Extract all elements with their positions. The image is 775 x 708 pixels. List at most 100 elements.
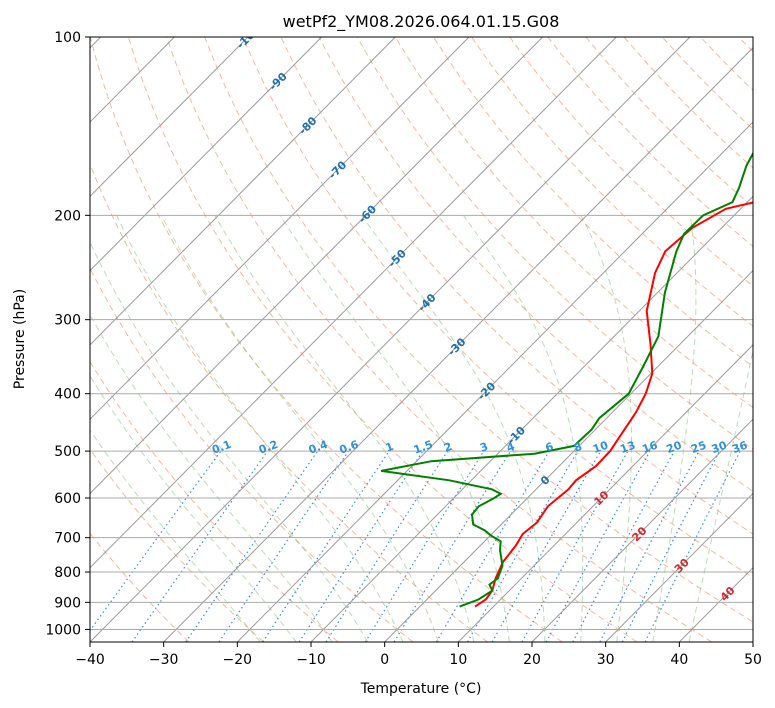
mixing-ratio-line: [572, 450, 675, 642]
mixing-ratio-line: [435, 450, 550, 642]
mixing-ratio-label: 16: [640, 438, 659, 456]
background-lines: [90, 37, 753, 642]
skewed-isotherm: [236, 121, 753, 642]
moist-adiabat: [90, 313, 333, 642]
y-axis-label: Pressure (hPa): [12, 289, 28, 389]
mixing-ratio-label: 1.5: [412, 438, 435, 457]
dry-adiabat: [318, 37, 753, 492]
plot-frame: [89, 36, 754, 643]
mixing-ratio-label: 30: [710, 438, 729, 456]
moist-adiabat: [160, 215, 439, 642]
mixing-ratio-label: 10: [591, 438, 610, 456]
x-tick-label: 40: [670, 652, 688, 668]
dry-adiabat: [432, 37, 753, 368]
moist-adiabat: [214, 215, 475, 642]
mixing-ratio-line: [364, 450, 485, 642]
x-tick-label: −30: [149, 652, 179, 668]
moist-adiabat: [90, 374, 297, 642]
mixing-ratio-label: 0.4: [307, 438, 330, 457]
dry-adiabat: [394, 37, 753, 409]
y-tick-label: 800: [54, 565, 81, 581]
plot-background: [90, 37, 753, 642]
skewed-isotherm: [310, 195, 753, 642]
y-tick-label: 100: [54, 30, 81, 46]
mixing-ratio-line: [298, 450, 424, 642]
x-tick-label: 50: [744, 652, 762, 668]
y-tick-label: 900: [54, 595, 81, 611]
skewed-isotherm: [384, 269, 753, 642]
x-tick-label: −10: [296, 652, 326, 668]
mixing-ratio-label: 0.1: [210, 438, 233, 457]
dry-adiabat: [204, 37, 753, 623]
dry-adiabat: [90, 448, 264, 642]
y-tick-label: 200: [54, 208, 81, 224]
dry-adiabat: [509, 37, 753, 287]
skewed-isotherm: [90, 37, 470, 420]
mixing-ratio-label: 13: [618, 439, 637, 456]
moist-adiabat: [462, 215, 584, 642]
mixing-ratio-label: 25: [689, 439, 708, 456]
mixing-ratio-label: 8: [572, 440, 584, 455]
x-tick-label: 0: [380, 652, 389, 668]
skewed-isotherm: [90, 37, 691, 642]
x-tick-label: 10: [449, 652, 467, 668]
mixing-ratio-label: 0.2: [257, 438, 280, 457]
mixing-ratio-line: [185, 450, 319, 642]
skewed-isotherm: [163, 47, 753, 642]
mixing-ratio-label: 36: [730, 438, 749, 456]
y-tick-label: 1000: [45, 622, 81, 638]
mixing-ratio-label: 0.6: [338, 438, 361, 457]
moist-adiabat: [580, 215, 632, 642]
skewed-isotherm: [605, 492, 753, 642]
dewpoint-line: [381, 151, 753, 608]
mixing-ratio-label: 1: [384, 440, 396, 455]
dry-adiabat: [90, 37, 563, 642]
axes: −40 −30 −20 −10 0 10 20 30 40 50 100 200 300 400 500 60…: [45, 30, 762, 668]
x-tick-label: 30: [597, 652, 615, 668]
mixing-ratio-line: [545, 450, 651, 642]
skewed-isotherm: [752, 641, 753, 642]
moist-adiabat: [652, 215, 697, 642]
chart-title: wetPf2_YM08.2026.064.01.15.G08: [283, 12, 560, 32]
moist-adiabat: [116, 215, 404, 642]
skewed-isotherm: [457, 344, 753, 642]
x-tick-label: −20: [223, 652, 253, 668]
sounding-series: [381, 151, 753, 608]
x-axis-label: Temperature (°C): [360, 681, 482, 697]
temperature-line: [474, 201, 753, 608]
mixing-ratio-label: 20: [665, 438, 684, 456]
skewed-isotherm: [90, 37, 396, 346]
skewed-isotherm: [90, 37, 544, 495]
y-tick-label: 300: [54, 313, 81, 329]
moist-adiabat: [279, 215, 510, 642]
mixing-ratio-line: [466, 450, 579, 642]
mixing-ratio-label: 3: [478, 440, 490, 455]
y-tick-label: 700: [54, 531, 81, 547]
skewed-isotherm: [90, 37, 323, 272]
dry-adiabat: [90, 267, 414, 642]
y-tick-label: 600: [54, 491, 81, 507]
dry-adiabat: [242, 37, 753, 579]
mixing-ratio-line: [262, 450, 390, 642]
x-tick-label: 20: [523, 652, 541, 668]
mixing-ratio-label: 2: [442, 440, 454, 455]
dry-adiabat: [127, 37, 638, 642]
skewed-isotherm: [90, 37, 617, 569]
skewed-isotherm: [531, 418, 753, 642]
mixing-ratio-label: 4: [505, 440, 517, 455]
dry-adiabat: [166, 37, 712, 642]
x-tick-label: −40: [75, 652, 105, 668]
y-tick-label: 500: [54, 444, 81, 460]
moist-adiabat: [90, 429, 261, 642]
dry-adiabat: [280, 37, 753, 535]
mixing-ratio-line: [325, 450, 449, 642]
moist-adiabat: [90, 241, 369, 642]
moist-adiabat: [688, 347, 753, 642]
mixing-ratio-line: [218, 450, 349, 642]
dry-adiabat: [356, 37, 753, 450]
y-tick-label: 400: [54, 387, 81, 403]
dry-adiabat: [471, 37, 753, 327]
moist-adiabat: [361, 215, 546, 642]
skewed-isotherm: [90, 37, 249, 198]
